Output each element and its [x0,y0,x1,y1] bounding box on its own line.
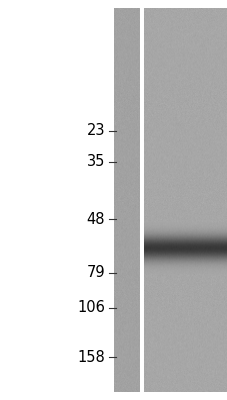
Text: 23: 23 [86,123,104,138]
Text: 35: 35 [86,154,104,169]
Bar [0,8,114,392]
Text: 106: 106 [77,300,104,315]
Text: 158: 158 [77,350,104,365]
Text: 48: 48 [86,212,104,227]
Text: 79: 79 [86,266,104,280]
